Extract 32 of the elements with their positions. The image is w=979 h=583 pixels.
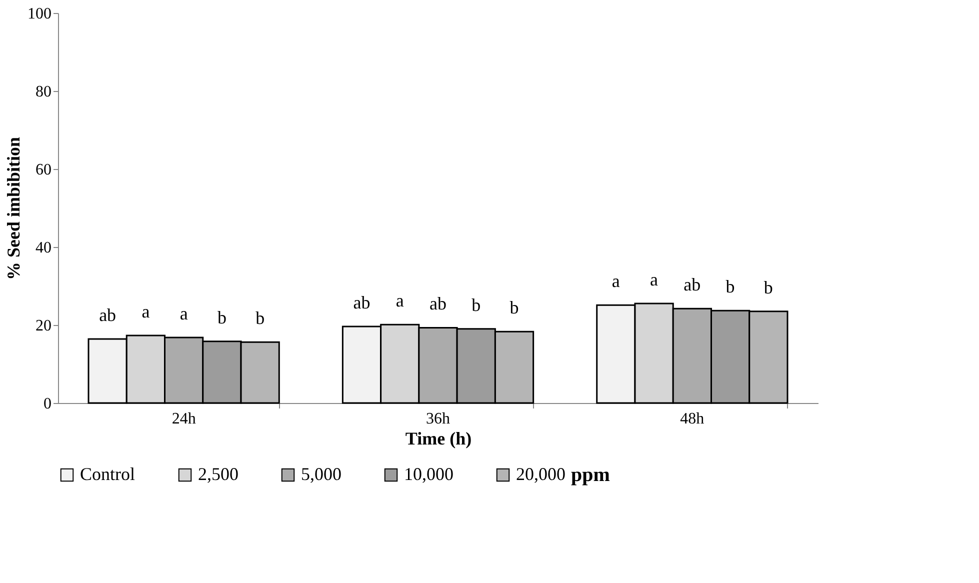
data-label: ab <box>353 292 370 313</box>
data-label: b <box>472 294 481 315</box>
data-label: ab <box>99 305 116 326</box>
y-tick-label: 80 <box>36 84 52 100</box>
y-tick-label: 0 <box>44 396 52 412</box>
data-label: b <box>217 307 226 328</box>
data-label: b <box>726 276 735 297</box>
x-tick-label: 48h <box>680 410 704 428</box>
data-label: a <box>650 270 658 290</box>
x-tick-label: 24h <box>172 410 196 428</box>
data-label: ab <box>430 294 446 314</box>
legend-label: 5,000 <box>301 464 342 484</box>
data-label: b <box>764 277 773 298</box>
x-tick-label: 36h <box>426 410 450 428</box>
legend-label: 2,500 <box>198 464 238 484</box>
y-tick-label: 100 <box>28 6 52 22</box>
legend-label: 20,000 <box>516 464 566 484</box>
y-tick-label: 20 <box>36 318 52 334</box>
data-label: a <box>612 271 620 292</box>
x-axis-title: Time (h) <box>405 428 472 448</box>
data-label: b <box>256 308 265 328</box>
data-label: a <box>396 290 404 311</box>
data-label: a <box>180 303 188 324</box>
y-tick-label: 40 <box>36 240 52 256</box>
data-label: ab <box>684 274 701 295</box>
legend-label: Control <box>80 464 136 484</box>
data-label: a <box>142 302 150 322</box>
data-label: b <box>510 298 519 318</box>
legend-title: ppm <box>571 464 610 486</box>
y-axis-title: % Seed imbibition <box>4 136 24 280</box>
legend-label: 10,000 <box>404 464 454 484</box>
y-tick-label: 60 <box>36 162 52 178</box>
